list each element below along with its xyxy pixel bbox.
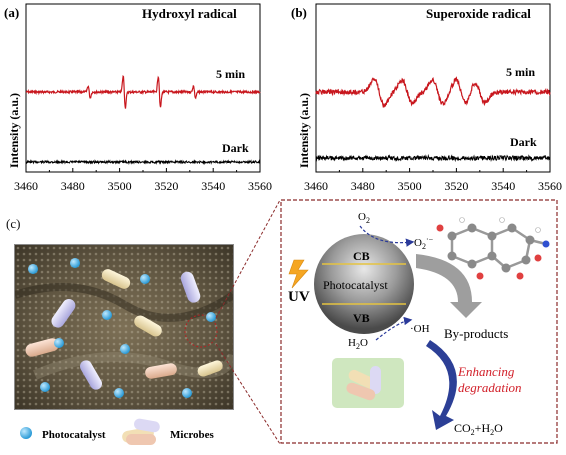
trace-label-dark: Dark (510, 135, 537, 149)
microbes-swatch (122, 418, 160, 445)
x-tick-label: 3520 (154, 179, 178, 193)
photocatalyst-dots (28, 258, 216, 398)
diagram-frame (280, 199, 558, 444)
superoxide-label: O2·− (414, 235, 434, 251)
chart-hydroxyl: (a) Hydroxyl radical Intensity (a.u.) 5 … (4, 3, 272, 193)
x-tick-label: 3560 (538, 179, 562, 193)
o2-arrow (359, 225, 415, 247)
x-tick-label: 3460 (304, 179, 328, 193)
series-dark-line (25, 159, 261, 166)
trace-label-5min: 5 min (506, 65, 535, 79)
byproducts-label: By-products (444, 326, 508, 341)
degradation-arrow (416, 254, 482, 318)
legend-photocatalyst: Photocatalyst (42, 429, 106, 441)
uv-label: UV (288, 289, 310, 305)
enhancing-label-2: degradation (458, 380, 522, 395)
series-dark-line (315, 153, 551, 163)
x-tick-label: 3500 (108, 179, 132, 193)
vb-label: VB (353, 311, 370, 325)
chart-a-title: Hydroxyl radical (142, 6, 237, 21)
x-tick-label: 3520 (444, 179, 468, 193)
hydroxyl-label: ·OH (410, 323, 430, 335)
photocatalyst-swatch (20, 427, 32, 439)
h2o-label: H2O (348, 337, 368, 351)
co2-h2o-label: CO2+H2O (454, 421, 503, 437)
series-5min-line (315, 76, 551, 108)
legend: Photocatalyst Microbes (20, 418, 215, 445)
chart-b-ylabel: Intensity (a.u.) (297, 93, 311, 168)
photocatalyst-sphere (314, 234, 414, 334)
trace-label-dark: Dark (222, 141, 249, 155)
chart-a-ylabel: Intensity (a.u.) (7, 93, 21, 168)
mechanism-diagram: UV CB VB Photocatalyst O2 O2·− H2O ·OH (280, 199, 558, 444)
chart-b-title: Superoxide radical (426, 6, 531, 21)
x-tick-label: 3500 (398, 179, 422, 193)
trace-label-5min: 5 min (216, 67, 245, 81)
x-tick-label: 3560 (248, 179, 272, 193)
x-tick-label: 3540 (491, 179, 515, 193)
x-tick-label: 3460 (14, 179, 38, 193)
chart-superoxide: (b) Superoxide radical Intensity (a.u.) … (291, 3, 562, 193)
legend-microbes: Microbes (170, 429, 215, 441)
panel-c-label: (c) (6, 216, 21, 231)
series-5min-line (25, 75, 261, 109)
o2-label: O2 (358, 211, 370, 225)
lightning-icon (288, 259, 309, 289)
microbe-photo (14, 244, 234, 410)
x-tick-label: 3540 (201, 179, 225, 193)
enhancing-arrow (426, 340, 457, 430)
x-tick-label: 3480 (61, 179, 85, 193)
panel-b-label: (b) (291, 5, 307, 20)
sphere-label: Photocatalyst (323, 278, 388, 292)
panel-a-label: (a) (4, 5, 19, 20)
h2o-arrow (375, 316, 413, 341)
x-tick-label: 3480 (351, 179, 375, 193)
microbe-cells (25, 269, 223, 390)
cb-label: CB (353, 249, 370, 263)
enhancing-label-1: Enhancing (457, 364, 515, 379)
microbe-icon (346, 366, 381, 401)
